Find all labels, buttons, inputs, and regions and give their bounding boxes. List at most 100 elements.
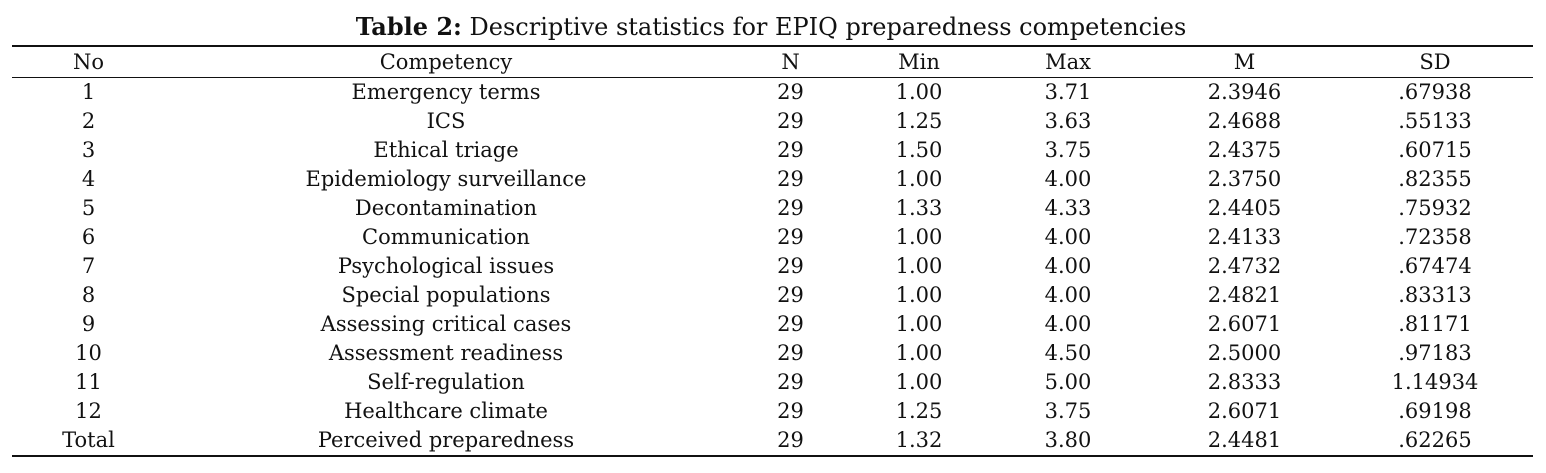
cell-no: Total: [62, 428, 115, 452]
cell-mean: 2.4732: [1207, 254, 1282, 278]
cell-min: 1.50: [895, 138, 943, 162]
cell-max: 4.00: [1044, 167, 1092, 191]
cell-competency: Special populations: [341, 283, 551, 307]
cell-mean: 2.6071: [1207, 399, 1282, 423]
cell-mean: 2.4133: [1207, 225, 1282, 249]
table-row: 9 Assessing critical cases 29 1.00 4.00 2.607…: [12, 310, 1533, 339]
cell-no: 7: [81, 254, 96, 278]
table-row: 4 Epidemiology surveillance 29 1.00 4.00 2.37…: [12, 165, 1533, 194]
cell-max: 4.00: [1044, 225, 1092, 249]
table-row: 8 Special populations 29 1.00 4.00 2.4821 .833…: [12, 281, 1533, 310]
cell-min: 1.25: [895, 109, 943, 133]
cell-competency: Communication: [362, 225, 530, 249]
cell-competency: Decontamination: [354, 196, 538, 220]
cell-no: 4: [81, 167, 96, 191]
cell-n: 29: [777, 196, 804, 220]
cell-mean: 2.8333: [1207, 370, 1282, 394]
cell-n: 29: [777, 370, 804, 394]
table-row: 6 Communication 29 1.00 4.00 2.4133 .72358: [12, 223, 1533, 252]
cell-mean: 2.4405: [1207, 196, 1282, 220]
cell-n: 29: [777, 312, 804, 336]
cell-sd: .60715: [1398, 138, 1472, 162]
cell-competency: Psychological issues: [337, 254, 555, 278]
descriptive-statistics-table: No Competency N Min Max M SD 1 Emergency …: [12, 45, 1533, 457]
cell-max: 5.00: [1044, 370, 1092, 394]
header-min: Min: [898, 50, 940, 74]
cell-max: 4.50: [1044, 341, 1092, 365]
header-row: No Competency N Min Max M SD: [12, 46, 1533, 78]
cell-n: 29: [777, 428, 804, 452]
cell-competency: Self-regulation: [367, 370, 525, 394]
cell-no: 5: [81, 196, 96, 220]
cell-sd: .72358: [1398, 225, 1472, 249]
cell-no: 8: [81, 283, 96, 307]
cell-sd: .75932: [1398, 196, 1472, 220]
cell-sd: .69198: [1398, 399, 1472, 423]
cell-min: 1.00: [895, 341, 943, 365]
cell-no: 9: [81, 312, 96, 336]
table-caption: Table 2: Descriptive statistics for EPIQ…: [0, 12, 1542, 42]
cell-sd: .67938: [1398, 80, 1472, 104]
cell-mean: 2.3750: [1207, 167, 1282, 191]
table-header: No Competency N Min Max M SD: [12, 46, 1533, 78]
cell-min: 1.00: [895, 254, 943, 278]
header-n: N: [781, 50, 800, 74]
table-row: 12 Healthcare climate 29 1.25 3.75 2.6071 .691…: [12, 397, 1533, 426]
cell-competency: Emergency terms: [351, 80, 541, 104]
cell-competency: Perceived preparedness: [317, 428, 575, 452]
cell-max: 4.00: [1044, 312, 1092, 336]
cell-n: 29: [777, 138, 804, 162]
cell-mean: 2.4821: [1207, 283, 1282, 307]
table-row: 2 ICS 29 1.25 3.63 2.4688 .55133: [12, 107, 1533, 136]
cell-competency: ICS: [426, 109, 466, 133]
cell-min: 1.00: [895, 225, 943, 249]
cell-min: 1.00: [895, 80, 943, 104]
cell-n: 29: [777, 341, 804, 365]
cell-no: 10: [75, 341, 102, 365]
table-caption-text: Descriptive statistics for EPIQ prepared…: [461, 13, 1187, 41]
header-max: Max: [1045, 50, 1091, 74]
cell-n: 29: [777, 167, 804, 191]
table-body: 1 Emergency terms 29 1.00 3.71 2.3946 .67938 2 I…: [12, 78, 1533, 456]
cell-min: 1.33: [895, 196, 943, 220]
cell-max: 4.00: [1044, 283, 1092, 307]
table-row: 1 Emergency terms 29 1.00 3.71 2.3946 .67938: [12, 78, 1533, 108]
cell-max: 3.80: [1044, 428, 1092, 452]
cell-competency: Assessing critical cases: [320, 312, 572, 336]
cell-mean: 2.4375: [1207, 138, 1282, 162]
cell-sd: .62265: [1398, 428, 1472, 452]
cell-competency: Healthcare climate: [344, 399, 548, 423]
table-row-total: Total Perceived preparedness 29 1.32 3.80 2.4…: [12, 426, 1533, 456]
table-row: 3 Ethical triage 29 1.50 3.75 2.4375 .60715: [12, 136, 1533, 165]
cell-max: 4.00: [1044, 254, 1092, 278]
cell-mean: 2.4481: [1207, 428, 1282, 452]
cell-min: 1.00: [895, 312, 943, 336]
header-competency: Competency: [379, 50, 513, 74]
cell-max: 3.71: [1044, 80, 1092, 104]
cell-no: 1: [81, 80, 96, 104]
table-row: 7 Psychological issues 29 1.00 4.00 2.4732 .67…: [12, 252, 1533, 281]
cell-n: 29: [777, 254, 804, 278]
table-caption-label: Table 2:: [355, 12, 462, 41]
cell-competency: Epidemiology surveillance: [305, 167, 587, 191]
cell-min: 1.32: [895, 428, 943, 452]
header-mean: M: [1233, 50, 1256, 74]
cell-max: 4.33: [1044, 196, 1092, 220]
cell-min: 1.25: [895, 399, 943, 423]
cell-no: 3: [81, 138, 96, 162]
cell-min: 1.00: [895, 370, 943, 394]
cell-mean: 2.4688: [1207, 109, 1282, 133]
cell-max: 3.75: [1044, 399, 1092, 423]
cell-no: 6: [81, 225, 96, 249]
cell-no: 12: [75, 399, 102, 423]
cell-competency: Assessment readiness: [328, 341, 564, 365]
table-row: 11 Self-regulation 29 1.00 5.00 2.8333 1.14934: [12, 368, 1533, 397]
cell-sd: .67474: [1398, 254, 1472, 278]
cell-no: 2: [81, 109, 96, 133]
table-row: 10 Assessment readiness 29 1.00 4.50 2.5000 .9…: [12, 339, 1533, 368]
cell-mean: 2.5000: [1207, 341, 1282, 365]
cell-n: 29: [777, 80, 804, 104]
cell-competency: Ethical triage: [373, 138, 519, 162]
cell-n: 29: [777, 283, 804, 307]
cell-no: 11: [75, 370, 102, 394]
